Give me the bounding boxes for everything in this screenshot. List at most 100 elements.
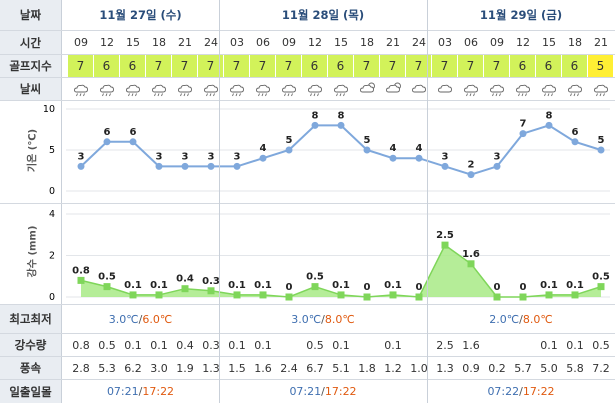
temp-point bbox=[493, 162, 501, 170]
golf-index-cell: 6 bbox=[94, 55, 120, 77]
time-cell: 18 bbox=[360, 36, 374, 49]
temp-point bbox=[233, 162, 241, 170]
golf-index-cell: 7 bbox=[458, 55, 484, 77]
rain-cloud-icon bbox=[276, 78, 302, 100]
rain-point bbox=[103, 283, 111, 291]
time-cell: 09 bbox=[490, 36, 504, 49]
day-header-2: 11월 28일 (목) bbox=[281, 8, 365, 22]
temp-data-label: 3 bbox=[208, 151, 215, 162]
sun-day-2: 07:21/17:22 bbox=[289, 385, 357, 398]
precip-cell: 1.6 bbox=[462, 338, 480, 352]
temp-point bbox=[207, 162, 215, 170]
date-row-label: 날짜 bbox=[0, 0, 62, 30]
time-cell: 09 bbox=[282, 36, 296, 49]
rain-data-label: 0.1 bbox=[384, 280, 402, 291]
low-temp: 2.0℃ bbox=[489, 312, 520, 326]
time-cell: 12 bbox=[100, 36, 114, 49]
sunrise: 07:22 bbox=[487, 385, 520, 398]
time-cell: 15 bbox=[334, 36, 348, 49]
temp-point bbox=[571, 138, 579, 146]
day-header-1: 11월 27일 (수) bbox=[99, 8, 182, 22]
rain-cloud-icon bbox=[198, 78, 224, 100]
temperature-chart: 0 5 10 3 6 6 3 3 3 3 4 5 8 8 5 4 4 3 2 3 7 8 6 5 bbox=[43, 104, 610, 197]
golf-index-cell: 7 bbox=[380, 55, 406, 77]
rain-data-label: 0.5 bbox=[98, 272, 116, 283]
time-cell: 18 bbox=[152, 36, 166, 49]
lowhigh-day-1: 3.0℃/6.0℃ bbox=[108, 312, 173, 326]
precip-cell bbox=[276, 334, 302, 356]
rain-point bbox=[441, 241, 449, 249]
wind-cell: 2.8 bbox=[72, 361, 90, 375]
rain-data-label: 1.6 bbox=[462, 249, 480, 260]
time-cell: 03 bbox=[438, 36, 452, 49]
temp-point bbox=[155, 162, 163, 170]
temp-data-label: 3 bbox=[494, 151, 501, 162]
temp-point bbox=[259, 154, 267, 162]
golf-index-cell: 7 bbox=[198, 55, 224, 77]
rain-point bbox=[207, 287, 215, 295]
precip-cell: 0.1 bbox=[566, 338, 584, 352]
precip-cell: 0.1 bbox=[540, 338, 558, 352]
rain-cloud-icon bbox=[224, 78, 250, 100]
rain-data-label: 0 bbox=[494, 282, 501, 293]
precip-cell bbox=[484, 334, 510, 356]
rain-cloud-icon bbox=[250, 78, 276, 100]
rain-cloud-icon bbox=[458, 78, 484, 100]
rain-cloud-icon bbox=[510, 78, 536, 100]
rain-tick-label: 2 bbox=[49, 251, 55, 262]
rain-data-label: 0.1 bbox=[540, 280, 558, 291]
day-separator bbox=[219, 0, 220, 403]
sunset: 17:22 bbox=[324, 385, 357, 398]
rain-cloud-icon bbox=[484, 78, 510, 100]
rain-data-label: 0.1 bbox=[254, 280, 272, 291]
rain-point bbox=[519, 293, 527, 301]
rain-point bbox=[311, 283, 319, 291]
lowhigh-row: 최고최저 3.0℃/6.0℃ 3.0℃/8.0℃ 2.0℃/8.0℃ bbox=[0, 305, 615, 333]
rain-cloud-icon bbox=[562, 78, 588, 100]
wind-cell: 1.5 bbox=[228, 361, 246, 375]
rain-data-label: 0.5 bbox=[592, 272, 610, 283]
rain-point bbox=[571, 291, 579, 299]
golf-index-cell: 7 bbox=[146, 55, 172, 77]
rain-point bbox=[129, 291, 137, 299]
precip-cell: 0.5 bbox=[98, 338, 116, 352]
golf-index-cell: 7 bbox=[354, 55, 380, 77]
rain-point bbox=[467, 260, 475, 268]
temp-data-label: 5 bbox=[286, 135, 293, 146]
golf-index-cell: 7 bbox=[250, 55, 276, 77]
rain-point bbox=[233, 291, 241, 299]
golf-index-cell: 6 bbox=[120, 55, 146, 77]
lowhigh-day-3: 2.0℃/8.0℃ bbox=[489, 312, 553, 326]
temp-data-label: 3 bbox=[234, 151, 241, 162]
wind-cell: 1.8 bbox=[358, 361, 376, 375]
wind-cell: 2.4 bbox=[280, 361, 298, 375]
rain-cloud-icon bbox=[328, 78, 354, 100]
rain-cloud-icon bbox=[94, 78, 120, 100]
rain-data-label: 0 bbox=[520, 282, 527, 293]
cloud-icon bbox=[406, 78, 432, 100]
golf-row-label: 골프지수 bbox=[0, 55, 62, 77]
temp-point bbox=[415, 154, 423, 162]
high-temp: 8.0℃ bbox=[324, 312, 355, 326]
precip-cell bbox=[354, 334, 380, 356]
rain-data-label: 0 bbox=[364, 282, 371, 293]
temp-tick-label: 10 bbox=[43, 104, 55, 115]
precip-cell: 0.1 bbox=[254, 338, 272, 352]
time-cell: 15 bbox=[542, 36, 556, 49]
temp-point bbox=[441, 162, 449, 170]
rain-area bbox=[81, 245, 601, 297]
rain-data-label: 0.8 bbox=[72, 265, 90, 276]
golf-index-cell: 7 bbox=[484, 55, 510, 77]
precip-cell: 0.1 bbox=[150, 338, 168, 352]
rain-point bbox=[389, 291, 397, 299]
temp-point bbox=[181, 162, 189, 170]
golf-index-cell: 7 bbox=[224, 55, 250, 77]
golf-index-cell: 6 bbox=[562, 55, 588, 77]
temp-data-label: 8 bbox=[338, 110, 345, 121]
rain-point bbox=[77, 276, 85, 284]
rain-data-label: 0.1 bbox=[124, 280, 142, 291]
time-cell: 18 bbox=[568, 36, 582, 49]
wind-cell: 1.0 bbox=[410, 361, 428, 375]
wind-cell: 0.2 bbox=[488, 361, 506, 375]
rain-point bbox=[337, 291, 345, 299]
